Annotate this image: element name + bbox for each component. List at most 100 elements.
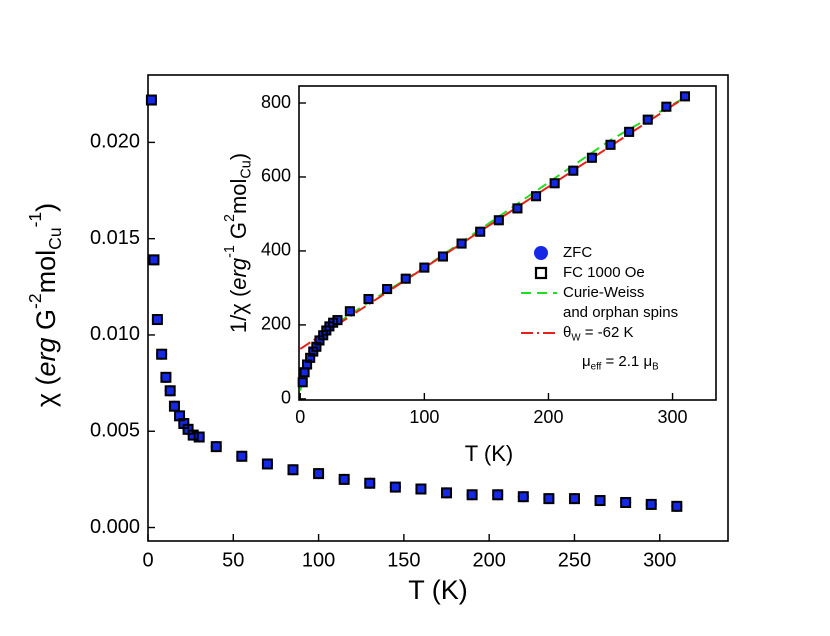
data-point	[148, 254, 160, 266]
data-point	[344, 306, 355, 317]
data-point	[568, 165, 579, 176]
x-tick-label: 0	[142, 549, 153, 571]
data-point	[620, 496, 632, 508]
data-point	[400, 273, 411, 284]
data-point	[400, 273, 411, 284]
legend-label: FC 1000 Oe	[563, 264, 645, 281]
data-point	[164, 385, 176, 397]
data-point	[313, 468, 325, 480]
data-point	[671, 500, 683, 512]
label-part: χ (	[31, 376, 61, 407]
data-point	[661, 101, 672, 112]
data-point	[364, 477, 376, 489]
x-tick-label: 200	[533, 407, 563, 427]
data-point	[492, 489, 504, 501]
y-tick-label: 0	[281, 388, 291, 408]
label-part: G	[226, 222, 251, 245]
data-point	[441, 487, 453, 499]
x-tick-label: 200	[472, 549, 505, 571]
x-axis-label: T (K)	[408, 575, 468, 605]
x-tick-label: 50	[222, 549, 244, 571]
data-point	[492, 489, 504, 501]
y-tick-label: 400	[261, 240, 291, 260]
data-point	[517, 491, 529, 503]
y-tick-label: 0.015	[90, 227, 140, 249]
legend-marker	[534, 246, 548, 260]
legend-label: and orphan spins	[563, 304, 678, 321]
y-tick-label: 800	[261, 92, 291, 112]
x-axis-label: T (K)	[465, 441, 513, 466]
data-point	[261, 458, 273, 470]
data-point	[338, 473, 350, 485]
data-point	[297, 377, 308, 388]
data-point	[645, 498, 657, 510]
label-part: μ	[582, 353, 591, 370]
data-point	[456, 238, 467, 249]
data-point	[210, 441, 222, 453]
label-part: -1	[24, 212, 44, 228]
label-part: erg	[31, 337, 61, 376]
data-point	[543, 493, 555, 505]
data-point	[493, 215, 504, 226]
data-point	[332, 315, 343, 326]
y-axis-label: 1/χ (erg-1 G2molCu)	[222, 153, 255, 333]
label-part: = 2.1 μ	[601, 353, 652, 370]
data-point	[642, 114, 653, 125]
data-point	[168, 400, 180, 412]
data-point	[287, 464, 299, 476]
data-point	[363, 294, 374, 304]
data-point	[151, 314, 163, 326]
data-point	[364, 477, 376, 489]
data-point	[389, 481, 401, 493]
y-tick-label: 200	[261, 314, 291, 334]
label-part: 1/χ (	[226, 289, 251, 333]
data-point	[415, 483, 427, 495]
data-point	[338, 473, 350, 485]
x-tick-label: 100	[409, 407, 439, 427]
label-part: 2	[222, 214, 238, 222]
data-point	[624, 126, 635, 137]
data-point	[187, 429, 199, 441]
data-point	[145, 94, 157, 106]
data-point	[605, 139, 616, 150]
data-point	[437, 251, 449, 262]
data-point	[160, 371, 172, 383]
data-point	[466, 489, 478, 501]
data-point	[438, 251, 448, 262]
data-point	[419, 262, 430, 273]
x-tick-label: 0	[295, 407, 305, 427]
annotation: μeff = 2.1 μB	[582, 353, 659, 372]
label-part: Cu	[238, 160, 254, 178]
y-axis-label: χ (erg G-2molCu-1)	[24, 203, 64, 407]
y-tick-label: 0.020	[90, 131, 140, 153]
data-point	[661, 101, 672, 112]
label-part: mol	[31, 250, 61, 294]
data-point	[642, 114, 653, 125]
data-point	[160, 371, 172, 383]
legend-label: ZFC	[563, 244, 592, 261]
data-point	[145, 94, 157, 106]
x-tick-label: 250	[558, 549, 591, 571]
y-tick-label: 0.010	[90, 323, 140, 345]
fit-line	[299, 96, 686, 350]
data-point	[441, 487, 453, 499]
y-tick-label: 0.005	[90, 420, 140, 442]
data-point	[164, 385, 176, 397]
data-point	[287, 464, 299, 476]
data-point	[512, 203, 523, 214]
data-point	[594, 495, 606, 507]
data-point	[517, 491, 529, 503]
data-point	[568, 165, 579, 176]
data-point	[645, 498, 657, 510]
label-part: G	[31, 309, 61, 338]
data-point	[419, 262, 430, 273]
data-point	[568, 493, 580, 505]
data-point	[530, 191, 542, 202]
data-point	[456, 238, 467, 249]
data-point	[415, 483, 427, 495]
data-point	[543, 493, 555, 505]
data-point	[466, 489, 478, 501]
data-point	[512, 203, 523, 214]
label-part: eff	[591, 361, 602, 372]
